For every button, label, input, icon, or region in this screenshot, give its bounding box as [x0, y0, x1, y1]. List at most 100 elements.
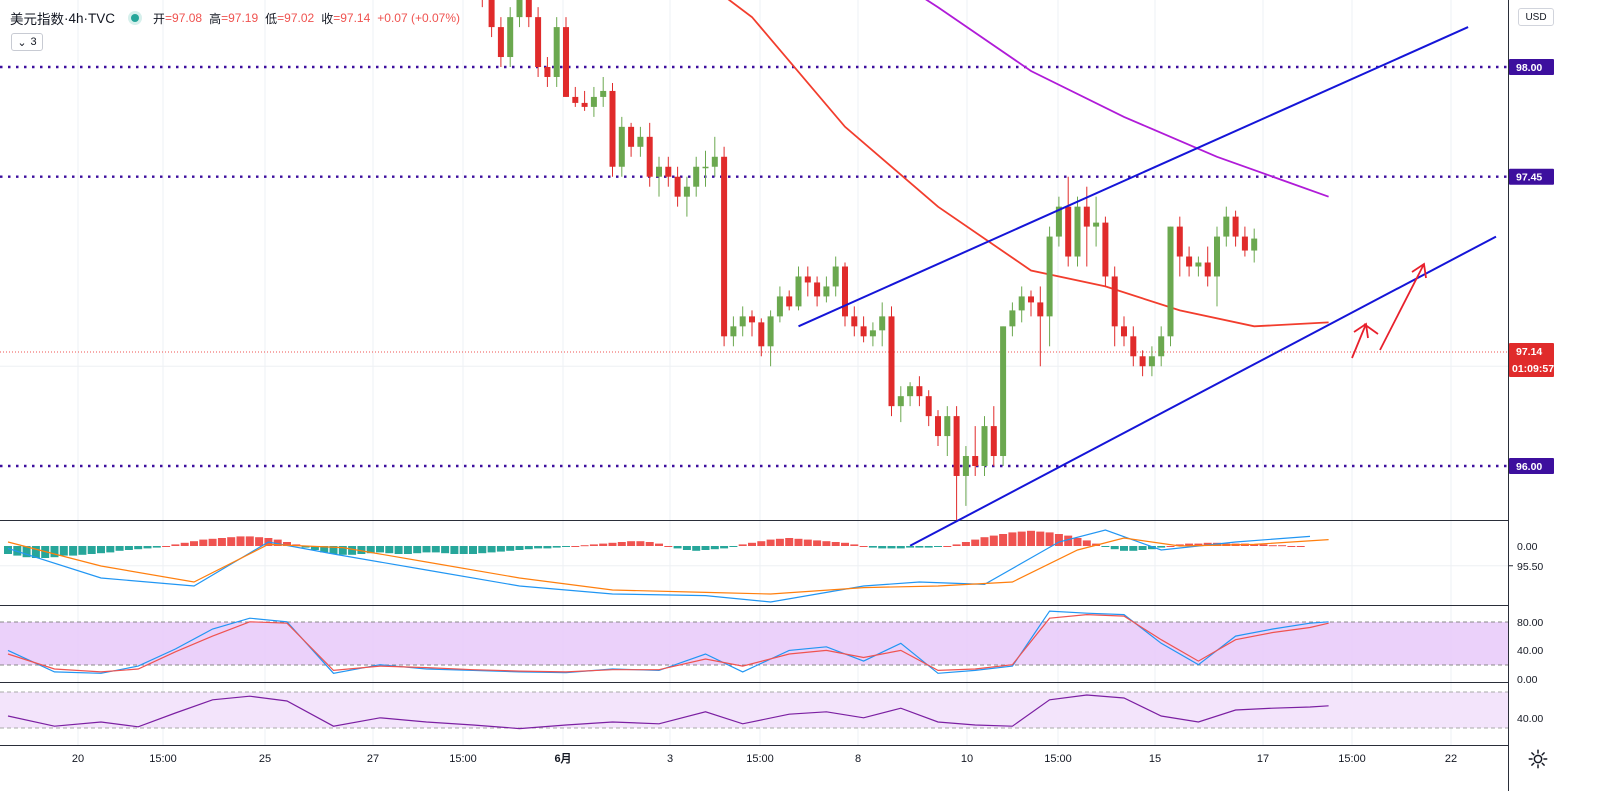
candle-body: [1046, 236, 1053, 317]
macd-histogram-bar: [1250, 544, 1259, 546]
candle-body: [1186, 256, 1193, 267]
candle-body: [1121, 326, 1127, 337]
macd-histogram-bar: [673, 546, 682, 549]
high-label: 高: [209, 11, 222, 26]
candle-body: [590, 96, 597, 107]
stoch-band: [0, 622, 1508, 665]
drawings[interactable]: [798, 26, 1497, 547]
forecast-arrow: [1351, 323, 1367, 359]
candle-body: [674, 176, 681, 197]
macd-histogram-bar: [338, 546, 347, 555]
macd-histogram-bar: [394, 546, 403, 554]
macd-histogram-bar: [599, 543, 608, 546]
time-tick-label: 8: [855, 753, 861, 765]
forecast-arrowhead: [1411, 262, 1427, 279]
horizontal-levels[interactable]: [0, 65, 1508, 468]
macd-histogram-bar: [896, 546, 905, 549]
indicator-tick-label: 80.00: [1517, 617, 1543, 629]
macd-histogram-bar: [589, 544, 598, 546]
candle-body: [488, 0, 495, 28]
candle-body: [1009, 310, 1016, 327]
macd-histogram-bar: [255, 537, 264, 546]
candle-body: [869, 330, 876, 337]
macd-histogram-bar: [580, 545, 589, 547]
time-tick-label: 15:00: [449, 753, 477, 765]
macd-histogram-bar: [106, 546, 115, 553]
close-label: 收: [321, 11, 334, 26]
candle-body: [851, 316, 858, 327]
price-tick-label: 95.50: [1517, 561, 1543, 573]
time-tick-label: 15:00: [1044, 753, 1072, 765]
macd-histogram-bar: [729, 546, 738, 547]
indicator-toggle-button[interactable]: ⌄ 3: [11, 33, 43, 51]
macd-histogram-bar: [952, 544, 961, 546]
candle-body: [507, 17, 514, 58]
macd-histogram-bar: [692, 546, 701, 551]
currency-button[interactable]: USD: [1518, 8, 1554, 26]
candle-body: [935, 416, 941, 437]
candle-body: [1000, 326, 1007, 457]
macd-histogram-bar: [989, 535, 998, 546]
chevron-down-icon: ⌄: [17, 36, 27, 49]
macd-histogram-bar: [803, 539, 812, 546]
indicator-count: 3: [30, 36, 37, 48]
candle-body: [972, 456, 979, 466]
price-axis[interactable]: 100.0099.5099.0098.5096.5095.5098.0097.4…: [1508, 0, 1554, 725]
macd-histogram-bar: [1166, 546, 1175, 547]
macd-histogram-bar: [1129, 546, 1138, 551]
candle-body: [981, 426, 988, 466]
macd-histogram-bar: [1268, 545, 1277, 547]
interval-label[interactable]: 4h: [68, 10, 84, 26]
macd-histogram-bar: [1194, 543, 1203, 546]
close-value: =97.14: [333, 11, 371, 25]
candle-body: [1130, 336, 1137, 357]
moving-average-line: [727, 0, 1329, 328]
forecast-arrow: [1363, 323, 1379, 335]
macd-histogram-bar: [283, 542, 291, 546]
macd-histogram-bar: [1120, 546, 1128, 551]
time-tick-label: 3: [667, 753, 673, 765]
time-tick-label: 15:00: [149, 753, 177, 765]
macd-histogram-bar: [999, 534, 1008, 546]
macd-histogram-bar: [236, 536, 245, 546]
price-tag-label: 98.00: [1516, 62, 1542, 74]
macd-histogram-bar: [748, 542, 756, 546]
indicators: [4, 529, 1329, 730]
macd-histogram-bar: [199, 539, 208, 546]
macd-histogram-bar: [655, 543, 663, 546]
macd-histogram-bar: [385, 546, 394, 554]
macd-histogram-bar: [162, 546, 171, 547]
macd-histogram-bar: [1157, 546, 1166, 548]
candle-body: [758, 322, 765, 347]
macd-histogram-bar: [1008, 532, 1017, 546]
time-tick-label: 27: [367, 753, 379, 765]
time-tick-label: 15:00: [1338, 753, 1366, 765]
gear-icon[interactable]: [1527, 748, 1549, 770]
macd-histogram-bar: [1138, 546, 1147, 550]
macd-histogram-bar: [562, 546, 570, 547]
indicator-tick-label: 0.00: [1517, 674, 1538, 686]
macd-histogram-bar: [1036, 531, 1045, 546]
candle-body: [1037, 302, 1044, 317]
candle-body: [1232, 216, 1239, 237]
candle-body: [897, 396, 904, 407]
macd-histogram-bar: [971, 539, 980, 546]
macd-histogram-bar: [775, 538, 784, 546]
macd-histogram-bar: [627, 541, 636, 546]
macd-histogram-bar: [1185, 543, 1194, 546]
macd-histogram-bar: [906, 546, 915, 548]
macd-histogram-bar: [487, 546, 496, 553]
candle-body: [814, 282, 821, 297]
symbol-name[interactable]: 美元指数: [10, 12, 64, 27]
time-axis[interactable]: 20 15:00 25 27 15:00 6月 3 15:00 8 10 15:00 15 17 15:0…: [0, 745, 1508, 766]
macd-histogram-bar: [915, 546, 924, 548]
macd-histogram-bar: [664, 546, 673, 547]
macd-signal-line: [7, 537, 1329, 595]
panes: [0, 0, 1509, 791]
macd-histogram-bar: [357, 546, 366, 554]
macd-histogram-bar: [301, 546, 310, 548]
macd-histogram-bar: [738, 544, 747, 546]
low-label: 低: [265, 11, 278, 26]
macd-histogram-bar: [757, 541, 766, 546]
